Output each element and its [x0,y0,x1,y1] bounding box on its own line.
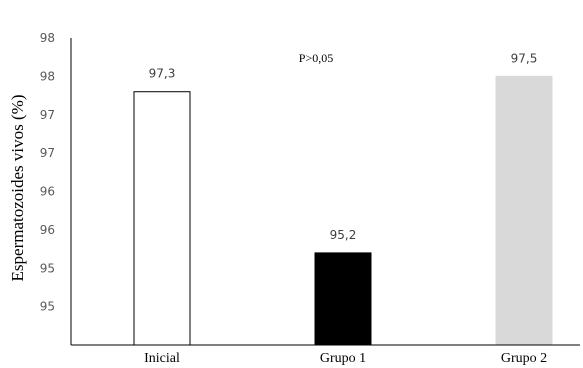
category-label: Grupo 2 [501,351,547,366]
category-label: Inicial [144,351,180,366]
y-tick-label: 98 [40,69,55,83]
y-axis-title: Espermatozoides vivos (%) [8,95,27,282]
category-labels: Inicial Grupo 1 Grupo 2 [144,351,547,366]
bar-inicial [133,91,191,346]
category-label: Grupo 1 [320,351,366,366]
bar-grupo-2 [495,75,553,346]
bars [133,75,553,346]
y-tick-label: 96 [40,185,55,199]
data-label: 97,3 [149,67,176,81]
significance-annotation: P>0,05 [299,51,333,65]
y-tick-label: 96 [40,223,55,237]
data-label: 97,5 [511,51,538,65]
y-tick-label: 97 [40,108,55,122]
bar-grupo-1 [314,252,372,346]
y-tick-labels: 95 95 96 96 97 97 98 98 [40,31,55,314]
y-tick-label: 98 [40,31,55,45]
y-tick-label: 95 [40,261,55,275]
y-tick-label: 95 [40,300,55,314]
data-label: 95,2 [330,228,357,242]
y-tick-label: 97 [40,146,55,160]
value-labels: 97,3 95,2 97,5 [149,51,538,242]
